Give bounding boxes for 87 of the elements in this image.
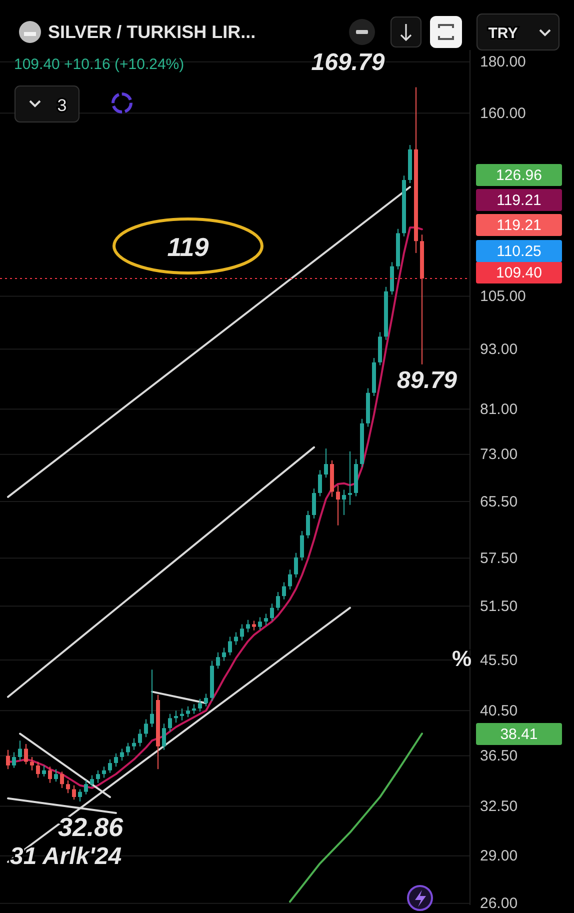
- candlestick: [12, 752, 16, 768]
- text: 110.25: [496, 243, 542, 260]
- candlestick: [144, 718, 148, 738]
- candlestick: [198, 698, 202, 712]
- y-tick-label: 180.00: [480, 54, 526, 71]
- candlestick: [324, 448, 328, 478]
- candlestick: [120, 748, 124, 762]
- candlestick: [294, 552, 298, 578]
- candlestick: [114, 752, 118, 768]
- candlestick: [102, 766, 106, 778]
- candlestick: [234, 632, 238, 646]
- candlestick: [288, 569, 292, 590]
- y-tick-label: 32.50: [480, 798, 518, 816]
- candlestick: [258, 616, 262, 630]
- y-tick-label: 29.00: [480, 848, 518, 865]
- annotation: 119: [167, 232, 210, 262]
- annotation: 3: [57, 96, 67, 115]
- candlestick: [282, 582, 286, 600]
- candlestick: [246, 619, 250, 633]
- candlestick: [186, 706, 190, 718]
- y-tick-label: 105.00: [480, 288, 526, 306]
- candlestick: [72, 784, 76, 800]
- text: 38.41: [500, 726, 538, 743]
- candlestick: [204, 693, 208, 707]
- y-tick-label: 51.50: [480, 598, 518, 615]
- candlestick: [180, 708, 184, 721]
- candlestick: [216, 652, 220, 670]
- candlestick: [300, 530, 304, 561]
- candlestick: [108, 758, 112, 774]
- annotation: 31 Arlk'24: [10, 843, 122, 870]
- candlestick: [78, 788, 82, 802]
- candlestick: [30, 756, 34, 771]
- candlestick: [54, 768, 58, 782]
- candlestick: [6, 749, 10, 770]
- candlestick: [270, 603, 274, 622]
- candlestick: [240, 624, 244, 641]
- y-tick-label: 73.00: [480, 446, 518, 464]
- chart-subtitle: 109.40 +10.16 (+10.24%): [14, 56, 184, 73]
- candlestick: [228, 636, 232, 656]
- text: 119.21: [496, 217, 542, 234]
- candlestick: [138, 728, 142, 747]
- candlestick: [192, 704, 196, 714]
- y-tick-label: 40.50: [480, 702, 518, 720]
- annotation: 89.79: [396, 367, 458, 394]
- candlestick: [90, 774, 94, 788]
- candlestick: [36, 761, 40, 778]
- candlestick: [174, 710, 178, 724]
- candlestick: [336, 484, 340, 526]
- annotation: 169.79: [311, 49, 386, 76]
- candlestick: [168, 713, 172, 732]
- annotation: 32.86: [58, 812, 124, 842]
- candlestick: [162, 723, 166, 750]
- text: 119.21: [496, 192, 542, 209]
- y-tick-label: 65.50: [480, 493, 518, 510]
- candlestick: [84, 780, 88, 795]
- y-tick-label: 26.00: [480, 895, 518, 912]
- y-tick-label: 81.00: [480, 400, 518, 418]
- line-series: [289, 732, 423, 903]
- candlestick: [222, 647, 226, 662]
- candlestick: [264, 613, 268, 626]
- candlestick: [150, 669, 154, 728]
- candlestick: [24, 744, 28, 765]
- candlestick: [48, 766, 52, 784]
- y-tick-label: 160.00: [480, 104, 526, 122]
- candlestick: [252, 620, 256, 631]
- candlestick: [126, 742, 130, 756]
- candlestick: [42, 764, 46, 778]
- candlestick: [18, 740, 22, 762]
- candlestick: [342, 489, 346, 516]
- candlestick: [96, 770, 100, 784]
- candlestick: [318, 470, 322, 497]
- text: 126.96: [496, 167, 542, 184]
- candlestick: [66, 780, 70, 794]
- candlestick: [60, 771, 64, 788]
- candlestick: [306, 510, 310, 539]
- y-tick-label: 45.50: [480, 652, 518, 669]
- candlestick: [276, 591, 280, 611]
- y-tick-label: 57.50: [480, 550, 518, 567]
- candlestick: [348, 450, 352, 506]
- y-tick-label: 93.00: [480, 340, 518, 358]
- candlestick: [132, 738, 136, 750]
- y-tick-label: 36.50: [480, 748, 518, 765]
- text: %: [452, 646, 472, 671]
- chart-title: SILVER / TURKISH LIR...: [48, 22, 256, 42]
- candlestick: [312, 488, 316, 519]
- text: TRY: [488, 25, 518, 42]
- ref-line-label: 109.40: [496, 264, 542, 282]
